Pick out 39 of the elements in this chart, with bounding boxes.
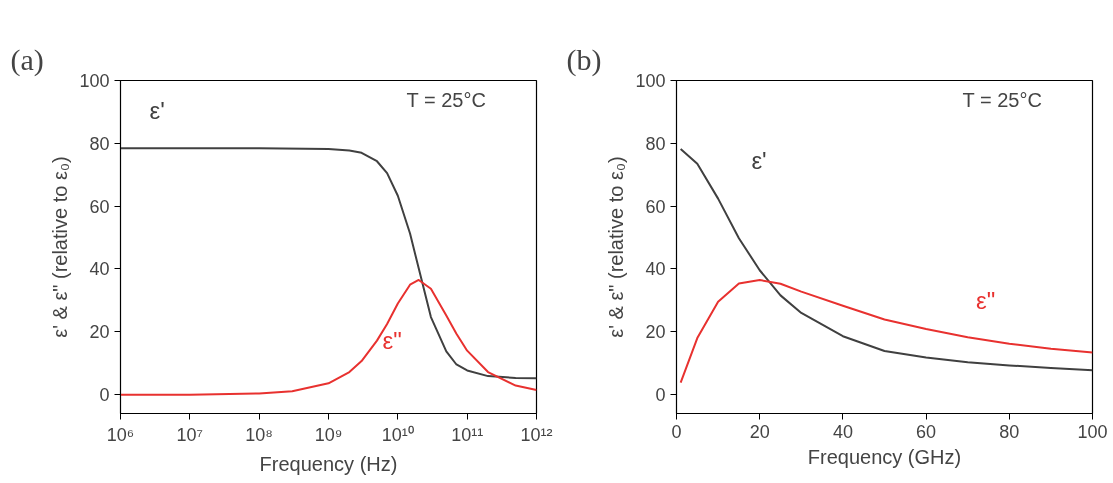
x-tick-label: 10¹¹ bbox=[451, 424, 484, 445]
x-tick-label: 10⁶ bbox=[106, 424, 135, 445]
x-axis-title: Frequency (GHz) bbox=[807, 445, 962, 468]
y-tick-label: 100 bbox=[79, 71, 110, 91]
y-tick-label: 40 bbox=[645, 259, 666, 280]
x-tick-label: 60 bbox=[916, 421, 937, 442]
annotation: T = 25°C bbox=[962, 88, 1042, 111]
x-tick-label: 0 bbox=[671, 421, 682, 442]
y-tick-label: 80 bbox=[89, 133, 110, 154]
x-axis-title: Frequency (Hz) bbox=[259, 452, 398, 475]
x-tick-label: 100 bbox=[1077, 421, 1108, 442]
x-tick-label: 10⁹ bbox=[314, 424, 343, 445]
y-tick-label: 0 bbox=[655, 385, 666, 406]
y-tick-label: 40 bbox=[89, 259, 110, 280]
x-tick-label: 10¹⁰ bbox=[381, 424, 414, 445]
series-label: ε" bbox=[382, 326, 402, 354]
line-series bbox=[679, 278, 1093, 384]
y-tick-label: 60 bbox=[89, 196, 110, 217]
series-label: ε' bbox=[149, 96, 165, 124]
y-tick-label: 100 bbox=[635, 71, 666, 91]
annotation: T = 25°C bbox=[406, 88, 486, 111]
y-tick-label: 20 bbox=[89, 322, 110, 343]
x-tick-label: 10¹² bbox=[520, 424, 553, 445]
x-tick-label: 10⁸ bbox=[245, 424, 273, 445]
chart-title: (b) bbox=[566, 42, 602, 77]
x-tick-label: 20 bbox=[749, 421, 770, 442]
x-tick-label: 40 bbox=[832, 421, 853, 442]
y-axis-title: ε' & ε" (relative to ε₀) bbox=[605, 156, 628, 338]
x-tick-label: 80 bbox=[999, 421, 1020, 442]
y-tick-label: 20 bbox=[645, 322, 666, 343]
y-tick-label: 0 bbox=[99, 385, 110, 406]
series-label: ε' bbox=[751, 146, 767, 174]
y-tick-label: 60 bbox=[645, 196, 666, 217]
series-label: ε" bbox=[976, 286, 996, 314]
x-tick-label: 10⁷ bbox=[176, 424, 204, 445]
y-tick-label: 80 bbox=[645, 133, 666, 154]
y-axis-title: ε' & ε" (relative to ε₀) bbox=[49, 156, 72, 338]
line-series bbox=[679, 147, 1093, 372]
chart-title: (a) bbox=[10, 42, 44, 77]
